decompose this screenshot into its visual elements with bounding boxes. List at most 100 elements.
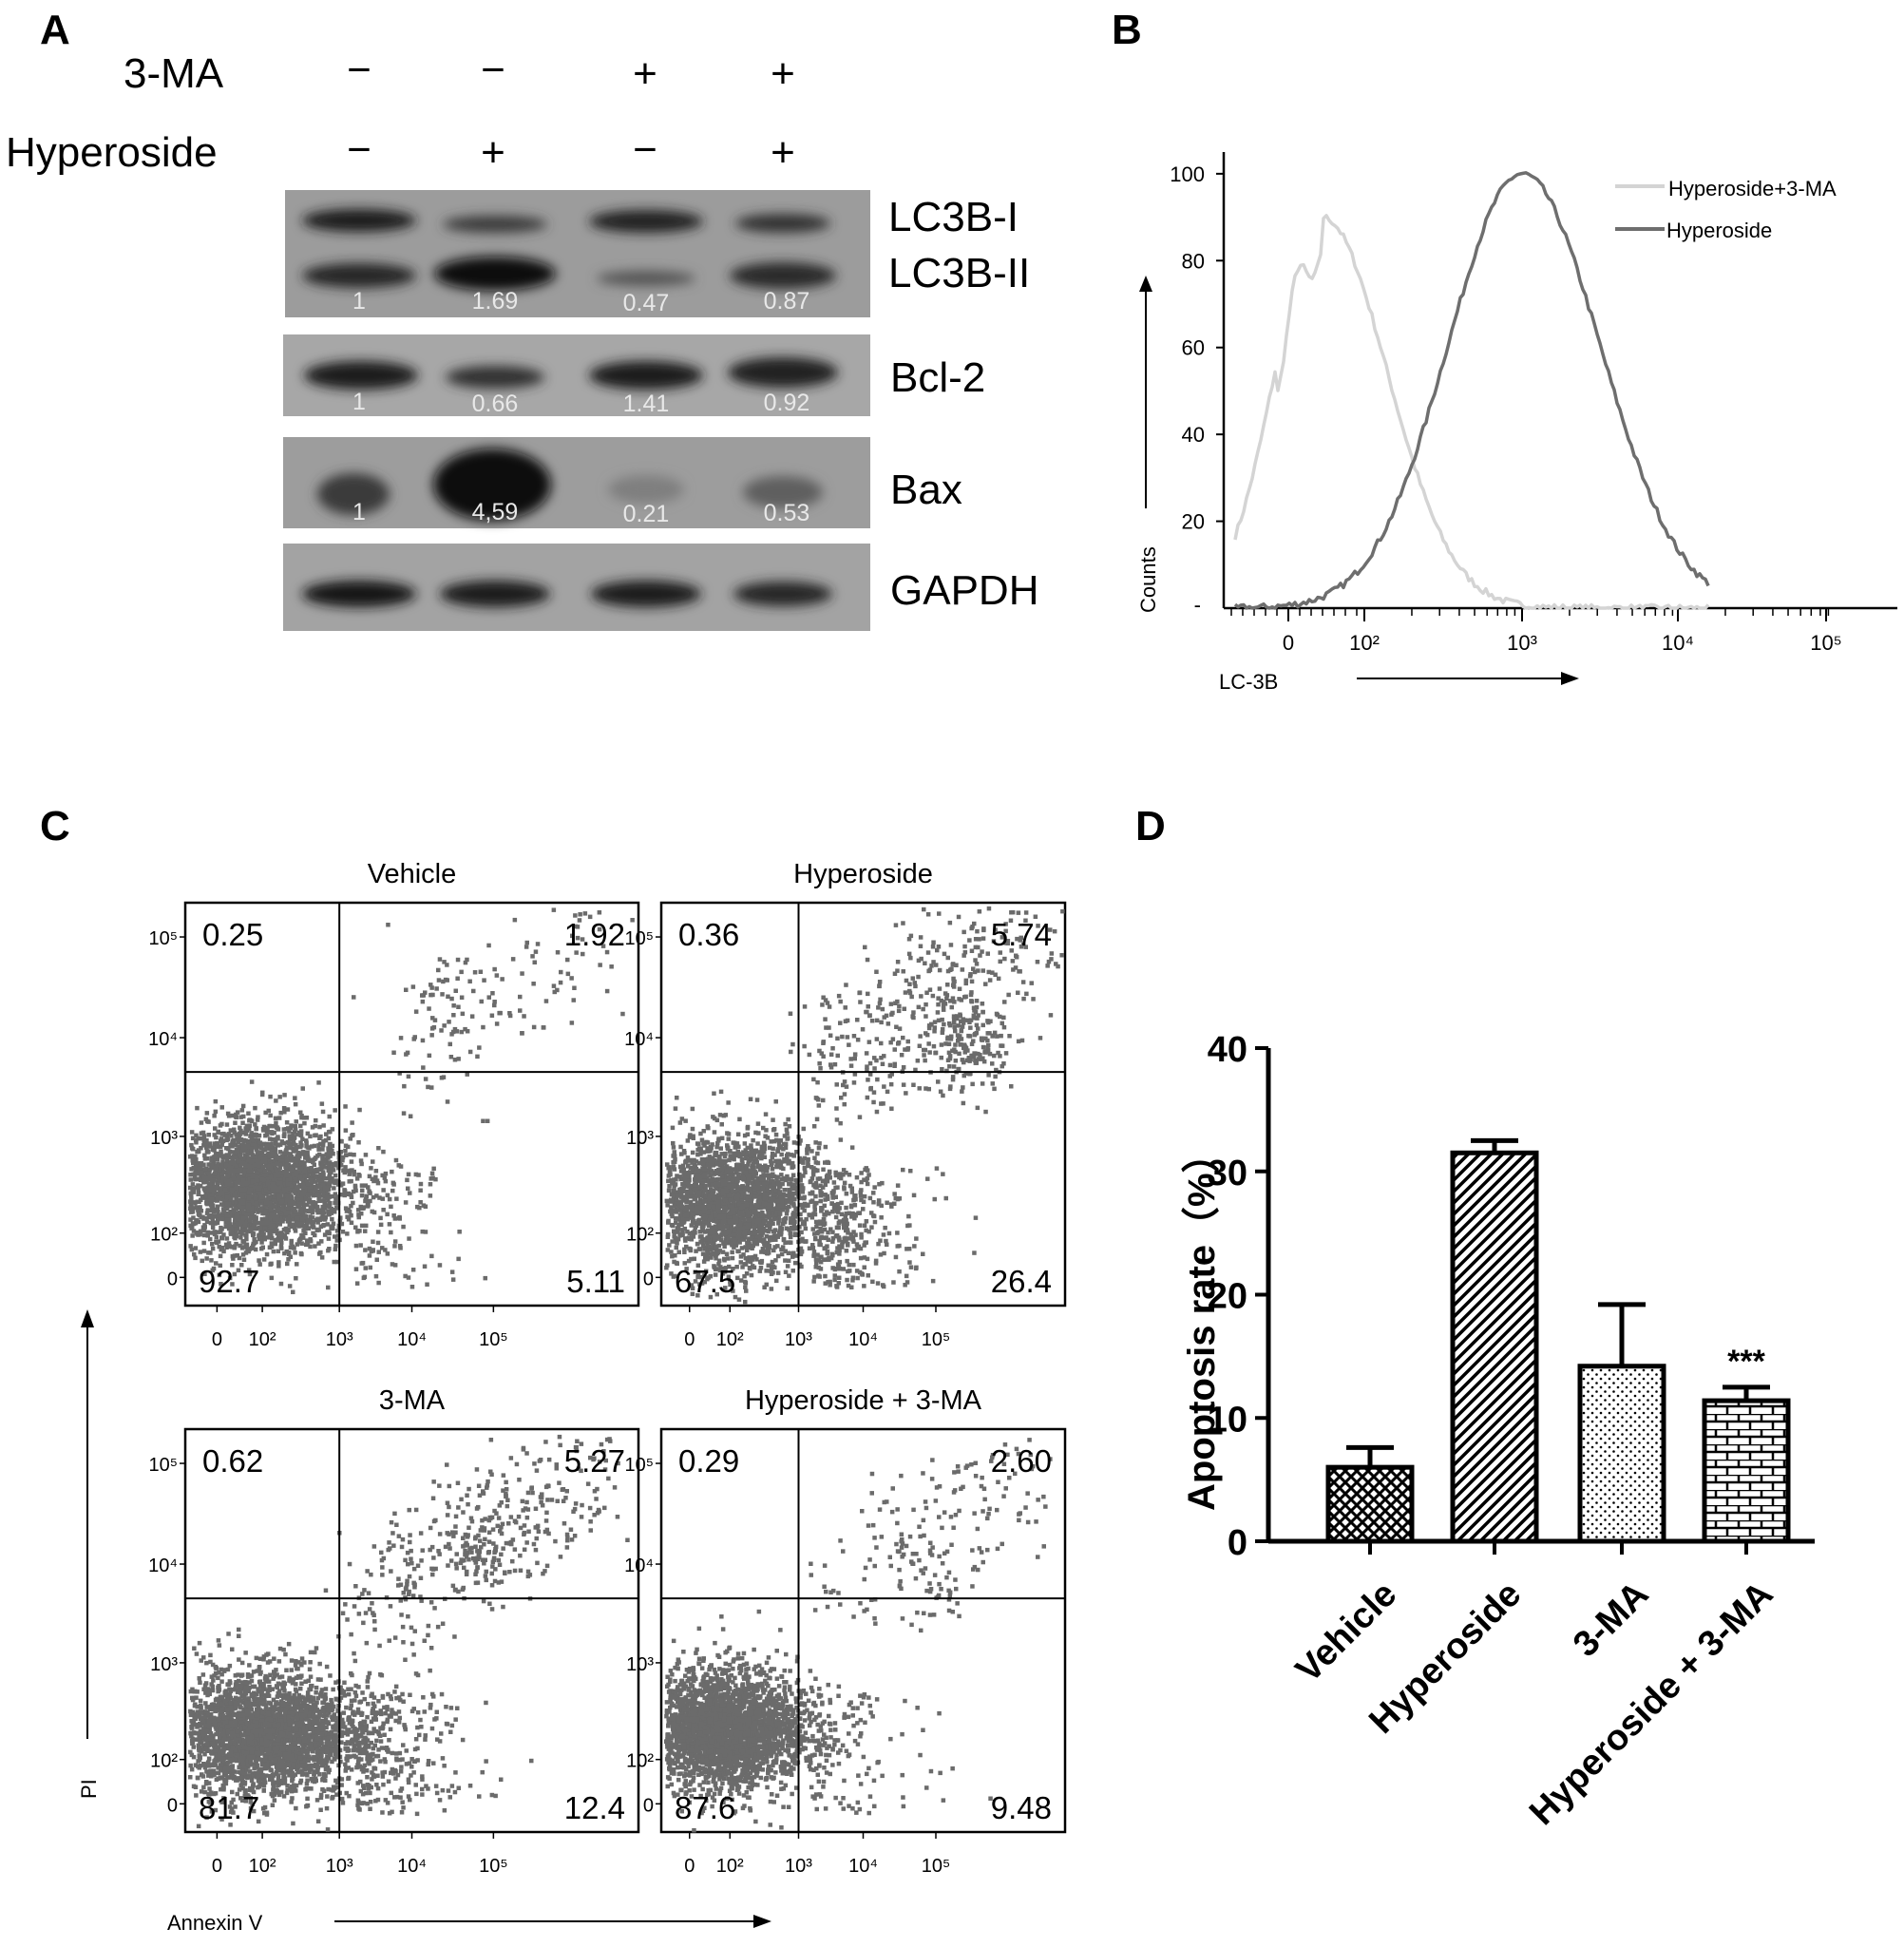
dot-plot-event <box>269 1166 274 1171</box>
dot-plot-event <box>383 1171 389 1176</box>
dot-plot-event <box>263 1173 268 1177</box>
dot-plot-event <box>283 1200 289 1205</box>
dot-plot-event <box>349 1220 354 1225</box>
dot-plot-event <box>353 1267 359 1271</box>
dot-plot-event <box>280 1208 286 1212</box>
dot-plot-event <box>265 1184 270 1189</box>
dot-plot-event <box>293 1250 297 1255</box>
dot-plot-event <box>212 1133 217 1137</box>
dot-plot-event <box>708 1294 714 1300</box>
dot-plot-event <box>270 1187 276 1193</box>
dot-plot-event <box>375 1230 381 1234</box>
dot-plot-event <box>195 1218 200 1223</box>
dot-plot-event <box>303 1231 308 1235</box>
dot-plot-event <box>229 1213 234 1218</box>
dot-plot-event <box>708 1173 713 1178</box>
dot-plot-event <box>675 1096 679 1100</box>
dot-plot-event <box>298 1174 303 1178</box>
dot-plot-event <box>257 1155 263 1160</box>
dot-plot-event <box>315 1216 320 1221</box>
dot-plot-event <box>300 1184 305 1190</box>
dot-plot-event <box>189 1142 194 1148</box>
dot-plot-event <box>249 1245 255 1250</box>
dot-plot-event <box>367 1253 372 1258</box>
dot-plot-event <box>253 1163 257 1168</box>
dot-plot-event <box>249 1079 255 1084</box>
dot-plot-event <box>304 1144 309 1149</box>
dot-plot-event <box>263 1200 269 1206</box>
dot-plot-event <box>233 1120 238 1125</box>
dot-plot-event <box>220 1138 226 1143</box>
dot-plot-event <box>245 1173 251 1178</box>
dot-plot-event <box>297 1190 302 1194</box>
dot-plot-event <box>219 1138 223 1143</box>
dot-plot-event <box>210 1246 216 1251</box>
dot-plot-event <box>276 1116 282 1120</box>
dot-plot-event <box>258 1158 263 1163</box>
dot-plot-event <box>346 1144 351 1150</box>
dot-plot-event <box>254 1144 258 1150</box>
dot-plot-event <box>334 1163 340 1168</box>
dot-plot-event <box>718 1146 723 1151</box>
sign-hyperoside-lane4: + <box>771 129 795 176</box>
blot-bax <box>283 437 870 528</box>
dot-plot-event <box>201 1232 207 1238</box>
dot-plot-event <box>471 988 476 994</box>
dot-plot-event <box>383 1248 388 1252</box>
dot-plot-event <box>292 1206 297 1212</box>
dot-plot-event <box>193 1246 199 1250</box>
dot-plot-event <box>249 1149 255 1154</box>
dot-plot-event <box>313 1244 317 1249</box>
dot-plot-event <box>293 1127 298 1132</box>
dot-plot-event <box>274 1159 278 1164</box>
dot-plot-event <box>268 1174 274 1179</box>
dot-plot-event <box>242 1188 248 1193</box>
dot-plot-event <box>465 1072 469 1077</box>
dot-plot-event <box>264 1146 269 1151</box>
dot-plot-event <box>324 1132 329 1136</box>
dot-plot-event <box>421 1065 426 1070</box>
dot-plot-event <box>299 1241 304 1246</box>
dot-plot-event <box>295 1262 299 1267</box>
dot-plot-event <box>263 1133 268 1138</box>
dot-plot-event <box>277 1215 283 1220</box>
dot-plot-event <box>335 1233 341 1238</box>
histogram-y-axis-label-group: Counts <box>1136 276 1160 613</box>
dot-plot-event <box>742 1141 748 1146</box>
dot-plot-event <box>213 1098 219 1104</box>
dot-plot-event <box>334 1238 339 1243</box>
histogram-y-tick-label: 60 <box>1182 336 1205 360</box>
dot-plot-event <box>368 1198 372 1204</box>
dot-plot-event <box>410 984 416 989</box>
dot-plot-event <box>385 1212 390 1217</box>
dot-plot-event <box>272 1209 276 1214</box>
dot-plot-event <box>199 1146 203 1151</box>
dot-plot-event <box>226 1114 232 1118</box>
dot-plot-event <box>333 1108 337 1113</box>
dot-plot-event <box>330 1226 335 1231</box>
dot-plot-event <box>432 1018 438 1022</box>
dot-plot-event <box>404 1052 409 1057</box>
dot-plot-event <box>206 1149 211 1154</box>
dot-plot-event <box>738 1278 744 1283</box>
dot-plot-event <box>213 1109 219 1115</box>
dot-plot-event <box>331 1152 335 1156</box>
dot-plot-event <box>303 1173 308 1177</box>
dot-plot-event <box>277 1142 283 1147</box>
dot-plot-event <box>321 1123 326 1128</box>
dot-plot-event <box>226 1146 231 1152</box>
dot-plot-event <box>244 1232 249 1237</box>
dot-plot-event <box>776 1253 781 1259</box>
dot-plot-event <box>251 1222 256 1228</box>
dot-plot-event <box>320 1147 325 1152</box>
sign-3ma-lane4: + <box>771 50 795 97</box>
dot-plot-event <box>301 1210 306 1214</box>
dot-plot-event <box>199 1170 204 1175</box>
histogram-y-tick-label: 80 <box>1182 249 1205 273</box>
dot-plot-event <box>250 1163 255 1169</box>
dot-plot-event <box>569 1021 575 1025</box>
dot-plot-event <box>279 1246 284 1250</box>
dot-plot-event <box>289 1155 295 1159</box>
dot-plot-event <box>206 1214 212 1219</box>
dot-plot-event <box>359 1193 365 1198</box>
